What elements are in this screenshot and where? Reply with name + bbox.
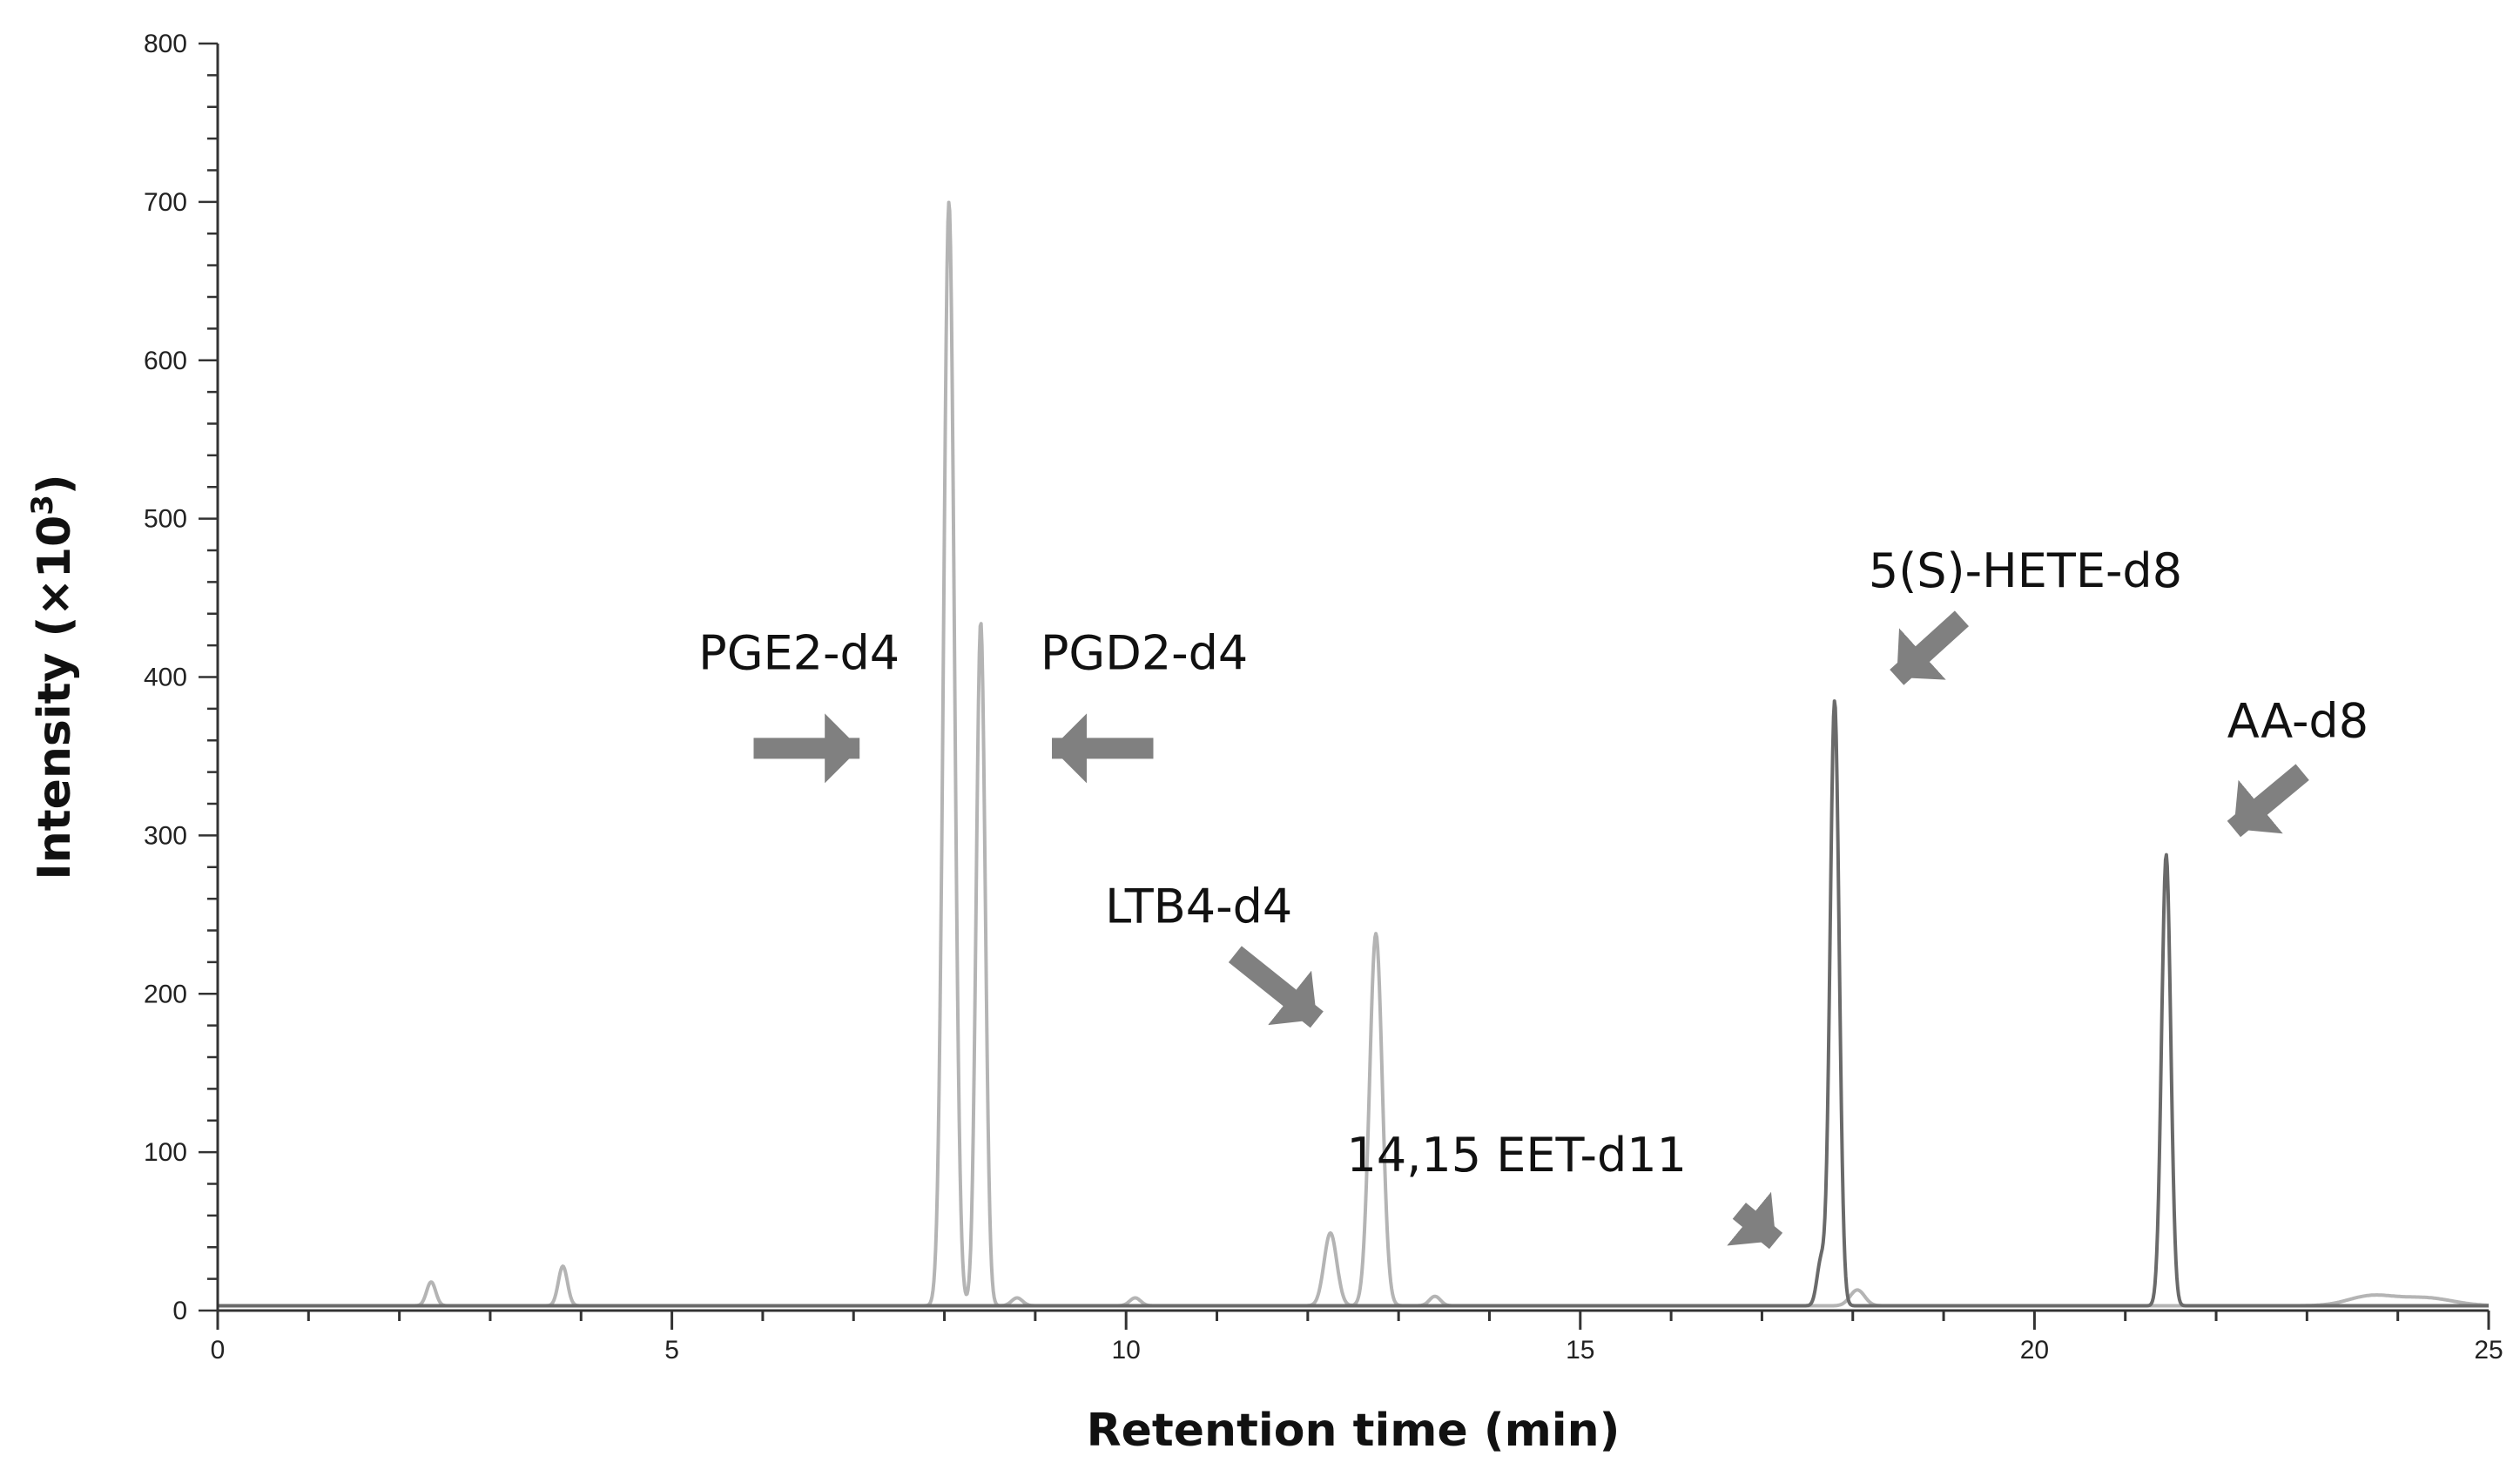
x-tick-label: 15 (1566, 1336, 1594, 1365)
y-tick-label: 700 (144, 188, 187, 217)
peak-label-pge2-d4: PGE2-d4 (698, 625, 900, 680)
y-tick-label: 800 (144, 30, 187, 58)
x-tick-label: 20 (2020, 1336, 2049, 1365)
peak-label-ltb4-d4: LTB4-d4 (1105, 879, 1292, 933)
arrow-aa-d8 (2227, 764, 2309, 838)
arrow-14-15-eet-d11 (1727, 1191, 1783, 1250)
x-axis-title: Retention time (min) (1087, 1405, 1620, 1457)
peak-label-5-s-hete-d8: 5(S)-HETE-d8 (1869, 543, 2182, 598)
x-tick-label: 25 (2474, 1336, 2503, 1365)
peak-label-aa-d8: AA-d8 (2227, 694, 2368, 749)
peak-label-14-15-eet-d11: 14,15 EET-d11 (1347, 1128, 1688, 1183)
y-tick-label: 600 (144, 347, 187, 375)
traces (217, 200, 2490, 1308)
y-tick-label: 0 (172, 1297, 187, 1325)
y-tick-label: 200 (144, 980, 187, 1008)
x-tick-label: 5 (664, 1336, 679, 1365)
arrow-5-s-hete-d8 (1890, 610, 1970, 685)
trace-line-2 (217, 699, 2490, 1308)
y-axis-title-main: Intensity (×10 (29, 516, 81, 880)
y-tick-label: 400 (144, 664, 187, 692)
y-axis-title-superscript: 3 (25, 495, 60, 516)
y-axis-title-close: ) (29, 474, 81, 495)
peak-annotations: PGE2-d4 PGD2-d4 LTB4-d4 14,15 EET-d11 5(S)-H… (698, 543, 2368, 1250)
y-axis-title: Intensity (×103) (25, 474, 81, 880)
axes: 0 5 10 15 20 25 0 100 200 300 400 500 600 700 800 (144, 30, 2503, 1365)
y-tick-label: 300 (144, 821, 187, 850)
y-tick-label: 100 (144, 1138, 187, 1167)
x-tick-label: 0 (211, 1336, 226, 1365)
peak-label-pgd2-d4: PGD2-d4 (1041, 625, 1248, 680)
y-tick-label: 500 (144, 505, 187, 534)
arrow-ltb4-d4 (1228, 946, 1324, 1028)
x-tick-label: 10 (1112, 1336, 1141, 1365)
